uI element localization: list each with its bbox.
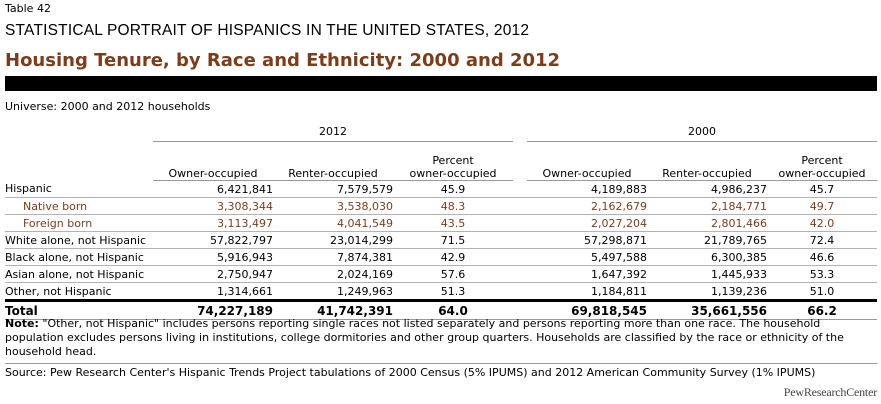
note-divider [5,363,877,364]
table-row: Other, not Hispanic 1,314,661 1,249,963 … [5,282,878,302]
year-2000-header: 2000 [527,121,878,142]
row-label: Hispanic [5,180,153,198]
col-pct-2012: Percent owner-occupied [393,141,514,181]
table-row: Native born 3,308,344 3,538,030 48.3 2,1… [5,197,878,215]
row-label: Other, not Hispanic [5,282,153,302]
note-text: "Other, not Hispanic" includes persons r… [5,317,844,358]
row-label: White alone, not Hispanic [5,231,153,249]
col-renter-2012: Renter-occupied [273,141,393,181]
row-label: Total [5,300,153,320]
row-label: Black alone, not Hispanic [5,248,153,266]
table-number: Table 42 [5,2,51,15]
total-row: Total 74,227,189 41,742,391 64.0 69,818,… [5,300,878,320]
table-row: Black alone, not Hispanic 5,916,943 7,87… [5,248,878,266]
col-pct-2000: Percent owner-occupied [767,141,878,181]
table-row: Hispanic 6,421,841 7,579,579 45.9 4,189,… [5,180,878,198]
row-label: Asian alone, not Hispanic [5,265,153,283]
note-label: Note: [5,317,39,330]
housing-tenure-table: 2012 2000 Owner-occupied Renter-occupied… [5,121,878,320]
title-divider-bar [5,76,877,91]
row-label: Native born [5,197,153,215]
column-header-row: Owner-occupied Renter-occupied Percent ow… [5,141,878,181]
super-title: STATISTICAL PORTRAIT OF HISPANICS IN THE… [5,22,530,39]
col-owner-2012: Owner-occupied [153,141,273,181]
table-row: White alone, not Hispanic 57,822,797 23,… [5,231,878,249]
row-label: Foreign born [5,214,153,232]
col-owner-2000: Owner-occupied [527,141,648,181]
page-title: Housing Tenure, by Race and Ethnicity: 2… [5,50,561,71]
pew-logo: PewResearchCenter [783,385,877,399]
universe-text: Universe: 2000 and 2012 households [5,100,211,113]
year-2012-header: 2012 [153,121,514,142]
year-header-row: 2012 2000 [5,121,878,142]
table-row: Foreign born 3,113,497 4,041,549 43.5 2,… [5,214,878,232]
source-text: Source: Pew Research Center's Hispanic T… [5,366,816,379]
col-renter-2000: Renter-occupied [647,141,768,181]
table-note: Note: "Other, not Hispanic" includes per… [5,317,877,359]
table-row: Asian alone, not Hispanic 2,750,947 2,02… [5,265,878,283]
